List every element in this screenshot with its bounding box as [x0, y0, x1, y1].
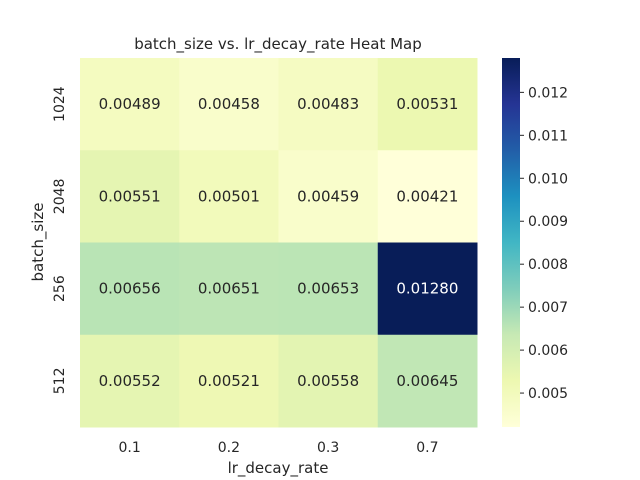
cell-value-label: 0.00531 — [396, 95, 458, 113]
cell-value-label: 0.00483 — [297, 95, 359, 113]
heatmap-cell — [179, 334, 279, 428]
heatmap-cell — [80, 334, 180, 428]
x-axis-ticks: 0.1 0.2 0.3 0.7 — [118, 440, 438, 456]
heatmap-cell — [80, 58, 180, 151]
x-tick-label: 0.7 — [416, 440, 438, 456]
cell-value-label: 0.00552 — [99, 372, 161, 390]
x-axis-label: lr_decay_rate — [228, 459, 329, 478]
y-tick-label: 512 — [52, 368, 68, 395]
heatmap-cell — [278, 242, 379, 336]
colorbar-tick-label: 0.011 — [528, 128, 568, 144]
heatmap-cell — [179, 242, 279, 336]
y-axis-ticks: 1024 2048 256 512 — [52, 86, 68, 394]
cell-value-label: 0.00489 — [99, 95, 161, 113]
colorbar: 0.005 0.006 0.007 0.008 0.009 0.010 0.011 0.012 — [502, 58, 568, 427]
cell-value-label: 0.00459 — [297, 187, 359, 205]
y-axis-label: batch_size — [29, 203, 48, 282]
heatmap-cell — [80, 150, 180, 243]
heatmap-cell — [278, 334, 379, 428]
cell-value-label: 0.00551 — [99, 187, 161, 205]
cell-value-label: 0.00651 — [198, 280, 260, 298]
cell-value-label: 0.01280 — [396, 280, 458, 298]
cell-value-label: 0.00645 — [396, 372, 458, 390]
heatmap-cell — [278, 150, 379, 243]
colorbar-tick-label: 0.005 — [528, 386, 568, 402]
x-tick-label: 0.3 — [317, 440, 339, 456]
x-tick-label: 0.2 — [218, 440, 240, 456]
heatmap-cell — [377, 58, 478, 151]
heatmap-cell — [179, 58, 279, 151]
heatmap-cells: 0.00489 0.00458 0.00483 0.00531 0.00551 0.005… — [80, 58, 478, 428]
colorbar-tick-label: 0.010 — [528, 171, 568, 187]
y-tick-label: 256 — [52, 275, 68, 302]
colorbar-tick-label: 0.007 — [528, 300, 568, 316]
chart-title: batch_size vs. lr_decay_rate Heat Map — [134, 35, 422, 54]
heatmap-cell — [377, 334, 478, 428]
colorbar-gradient — [502, 58, 520, 427]
cell-value-label: 0.00653 — [297, 280, 359, 298]
cell-value-label: 0.00558 — [297, 372, 359, 390]
heatmap-cell — [278, 58, 379, 151]
heatmap-cell — [377, 242, 478, 336]
cell-value-label: 0.00458 — [198, 95, 260, 113]
colorbar-tick-label: 0.008 — [528, 257, 568, 273]
x-tick-label: 0.1 — [118, 440, 140, 456]
colorbar-tick-label: 0.009 — [528, 214, 568, 230]
cell-value-label: 0.00501 — [198, 187, 260, 205]
cell-value-label: 0.00521 — [198, 372, 260, 390]
y-tick-label: 1024 — [52, 86, 68, 122]
y-tick-label: 2048 — [52, 179, 68, 215]
colorbar-tick-label: 0.006 — [528, 343, 568, 359]
heatmap-cell — [80, 242, 180, 336]
colorbar-tick-label: 0.012 — [528, 85, 568, 101]
cell-value-label: 0.00656 — [99, 280, 161, 298]
heatmap-cell — [377, 150, 478, 243]
heatmap-cell — [179, 150, 279, 243]
cell-value-label: 0.00421 — [396, 187, 458, 205]
